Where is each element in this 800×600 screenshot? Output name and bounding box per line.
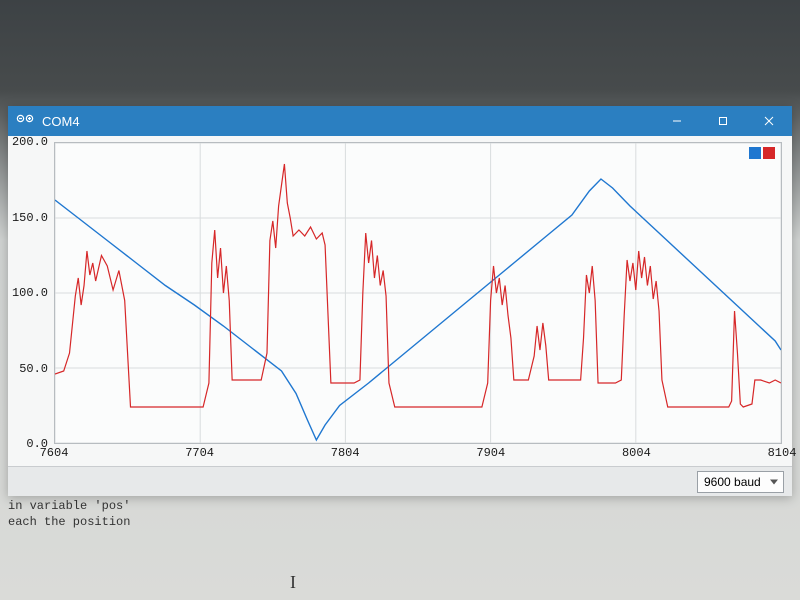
y-tick-label: 150.0 [12,211,48,225]
x-tick-label: 7904 [476,446,505,460]
y-tick-label: 100.0 [12,286,48,300]
x-tick-label: 7804 [331,446,360,460]
y-axis-labels: 0.050.0100.0150.0200.0 [8,142,52,444]
close-button[interactable] [746,106,792,136]
window-controls [654,106,792,136]
status-bar: 9600 baud [8,466,792,496]
titlebar: COM4 [8,106,792,136]
text-cursor-icon: I [290,572,296,593]
x-tick-label: 8004 [622,446,651,460]
y-tick-label: 200.0 [12,135,48,149]
legend-chip-red [763,147,775,159]
serial-plotter-window: COM4 0.050.0100.0150.0200.0 760477047804… [8,106,792,496]
legend-chip-blue [749,147,761,159]
legend [749,147,775,159]
x-tick-label: 7704 [185,446,214,460]
arduino-icon [16,114,34,128]
window-title: COM4 [42,114,80,129]
plot-area: 0.050.0100.0150.0200.0 76047704780479048… [8,136,792,466]
maximize-button[interactable] [700,106,746,136]
x-axis-labels: 760477047804790480048104 [54,446,782,464]
editor-background-text: in variable 'pos' each the position [8,498,792,530]
x-tick-label: 7604 [40,446,69,460]
x-tick-label: 8104 [768,446,797,460]
baud-select[interactable]: 9600 baud [697,471,784,493]
minimize-button[interactable] [654,106,700,136]
chart [54,142,782,444]
y-tick-label: 50.0 [19,362,48,376]
